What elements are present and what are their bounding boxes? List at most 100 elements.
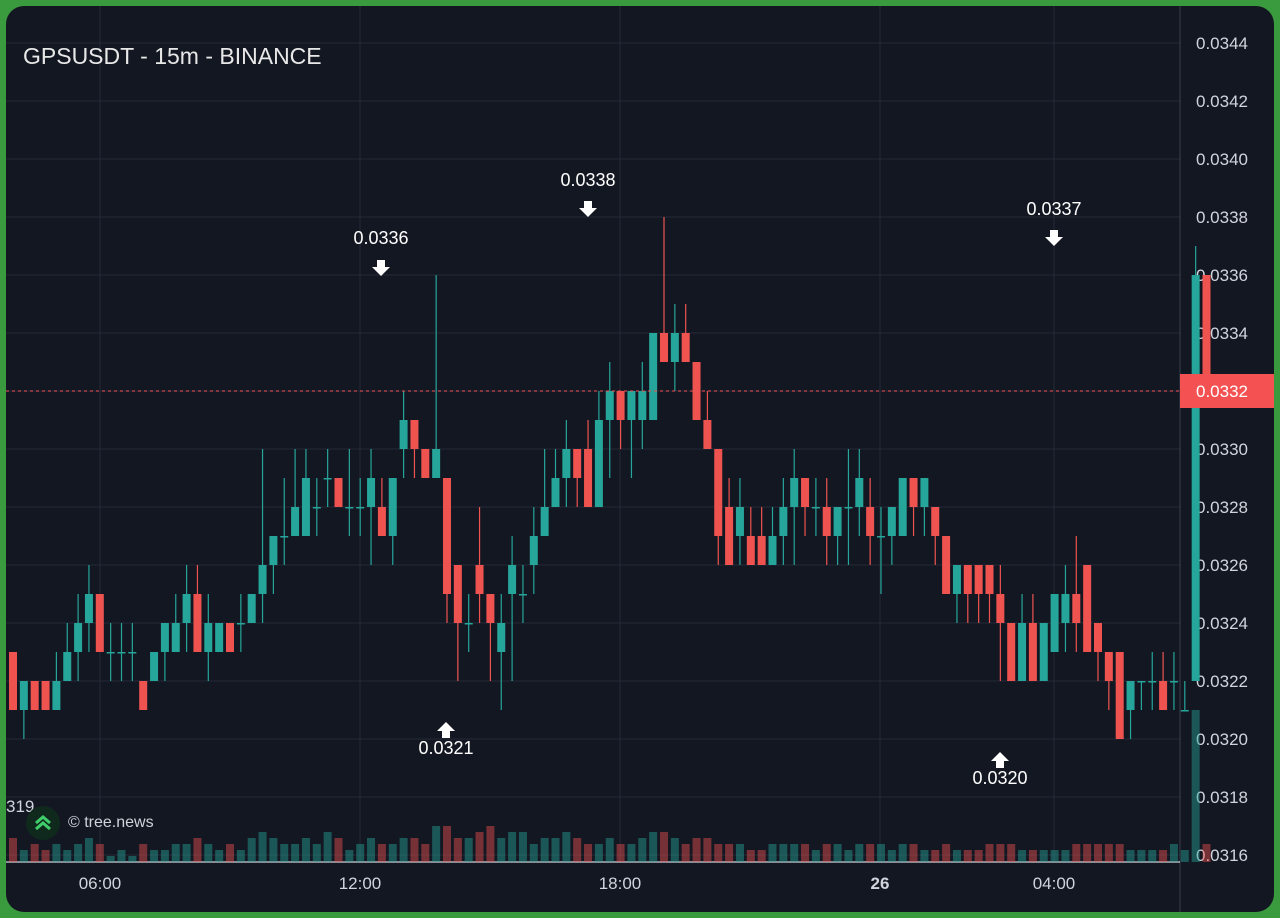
candle-body xyxy=(301,478,310,536)
candle-body xyxy=(1126,681,1135,710)
volume-bar xyxy=(475,832,484,862)
volume-bar xyxy=(866,844,875,862)
volume-bar xyxy=(150,850,159,862)
volume-bar xyxy=(529,844,538,862)
candle-body xyxy=(497,623,506,652)
volume-bar xyxy=(74,844,83,862)
candle-body xyxy=(866,507,875,536)
candle-body xyxy=(605,391,614,420)
volume-bar xyxy=(594,844,603,862)
candle-body xyxy=(30,681,39,710)
volume-bar xyxy=(128,856,137,862)
candle-body xyxy=(63,652,72,681)
volume-bar xyxy=(877,844,885,862)
volume-bar xyxy=(388,844,397,862)
candle-body xyxy=(518,594,527,596)
candle-body xyxy=(367,478,376,507)
volume-bar xyxy=(117,850,126,862)
candle-body xyxy=(681,333,690,362)
candle-body xyxy=(703,420,712,449)
candle-body xyxy=(1028,623,1037,681)
volume-bar xyxy=(1148,850,1157,862)
candle-body xyxy=(215,623,224,652)
candle-body xyxy=(171,623,180,652)
candle-body xyxy=(377,507,386,536)
volume-bar xyxy=(1072,844,1081,862)
volume-bar xyxy=(171,844,180,862)
volume-bar xyxy=(952,850,961,862)
volume-bar xyxy=(247,838,256,862)
candle-body xyxy=(649,333,658,420)
volume-bar xyxy=(41,850,50,862)
candle-body xyxy=(236,623,245,625)
candle-body xyxy=(735,507,744,536)
volume-bar xyxy=(692,838,701,862)
volume-bar xyxy=(1007,844,1016,862)
candle-body xyxy=(432,449,441,478)
volume-bar xyxy=(139,844,148,862)
volume-bar xyxy=(822,844,831,862)
volume-bar xyxy=(660,832,668,862)
volume-bar xyxy=(453,838,462,862)
volume-bar xyxy=(779,844,788,862)
annotation-high-label: 0.0336 xyxy=(353,228,408,248)
candle-body xyxy=(616,391,625,420)
y-tick-label: 0.0326 xyxy=(1196,556,1248,575)
candle-body xyxy=(877,536,885,538)
volume-bar xyxy=(106,856,115,862)
volume-bar xyxy=(985,844,994,862)
volume-bar xyxy=(1191,710,1200,862)
volume-bar xyxy=(844,850,853,862)
candle-body xyxy=(128,652,137,654)
candle-body xyxy=(356,507,365,509)
volume-bar xyxy=(757,850,766,862)
candle-body xyxy=(280,536,289,538)
volume-bar xyxy=(1083,844,1092,862)
candle-body xyxy=(345,507,354,509)
candle-body xyxy=(1104,652,1113,681)
x-tick-label: 04:00 xyxy=(1033,874,1076,893)
volume-bar xyxy=(1050,850,1059,862)
volume-bar xyxy=(410,838,419,862)
volume-bar xyxy=(9,838,17,862)
candle-body xyxy=(920,478,929,507)
candle-body xyxy=(1083,565,1092,652)
candle-body xyxy=(638,391,647,420)
volume-bar xyxy=(52,844,61,862)
volume-bar xyxy=(182,844,191,862)
x-tick-label: 06:00 xyxy=(79,874,122,893)
candle-body xyxy=(52,681,61,710)
candle-body xyxy=(855,478,864,507)
volume-bar xyxy=(269,838,278,862)
volume-bar xyxy=(204,844,213,862)
candle-body xyxy=(508,565,517,594)
volume-bar xyxy=(790,844,799,862)
candle-body xyxy=(1094,623,1102,652)
candle-body xyxy=(84,594,93,623)
arrow-up-icon xyxy=(991,752,1009,768)
volume-bar xyxy=(1137,850,1146,862)
volume-bar xyxy=(497,838,506,862)
volume-bar xyxy=(356,844,365,862)
volume-bar xyxy=(464,838,473,862)
volume-bar xyxy=(226,844,234,862)
volume-bar xyxy=(291,844,300,862)
x-tick-label: 18:00 xyxy=(599,874,642,893)
candle-body xyxy=(1072,594,1081,623)
candle-body xyxy=(887,507,896,536)
candle-body xyxy=(193,594,202,652)
arrow-down-icon xyxy=(579,201,597,217)
volume-bar xyxy=(84,838,93,862)
volume-bar xyxy=(280,844,289,862)
volume-bar xyxy=(898,844,907,862)
annotation-low-label: 0.0321 xyxy=(418,738,473,758)
candle-body xyxy=(421,449,430,478)
watermark: © tree.news xyxy=(26,806,154,840)
candle-body xyxy=(106,652,115,654)
candle-body xyxy=(952,565,961,594)
candlestick-chart[interactable]: 0.03440.03420.03400.03380.03360.03340.03… xyxy=(6,6,1274,912)
y-tick-label: 0.0320 xyxy=(1196,730,1248,749)
volume-bar xyxy=(974,850,983,862)
arrow-down-icon xyxy=(372,260,390,276)
candle-body xyxy=(410,420,419,449)
